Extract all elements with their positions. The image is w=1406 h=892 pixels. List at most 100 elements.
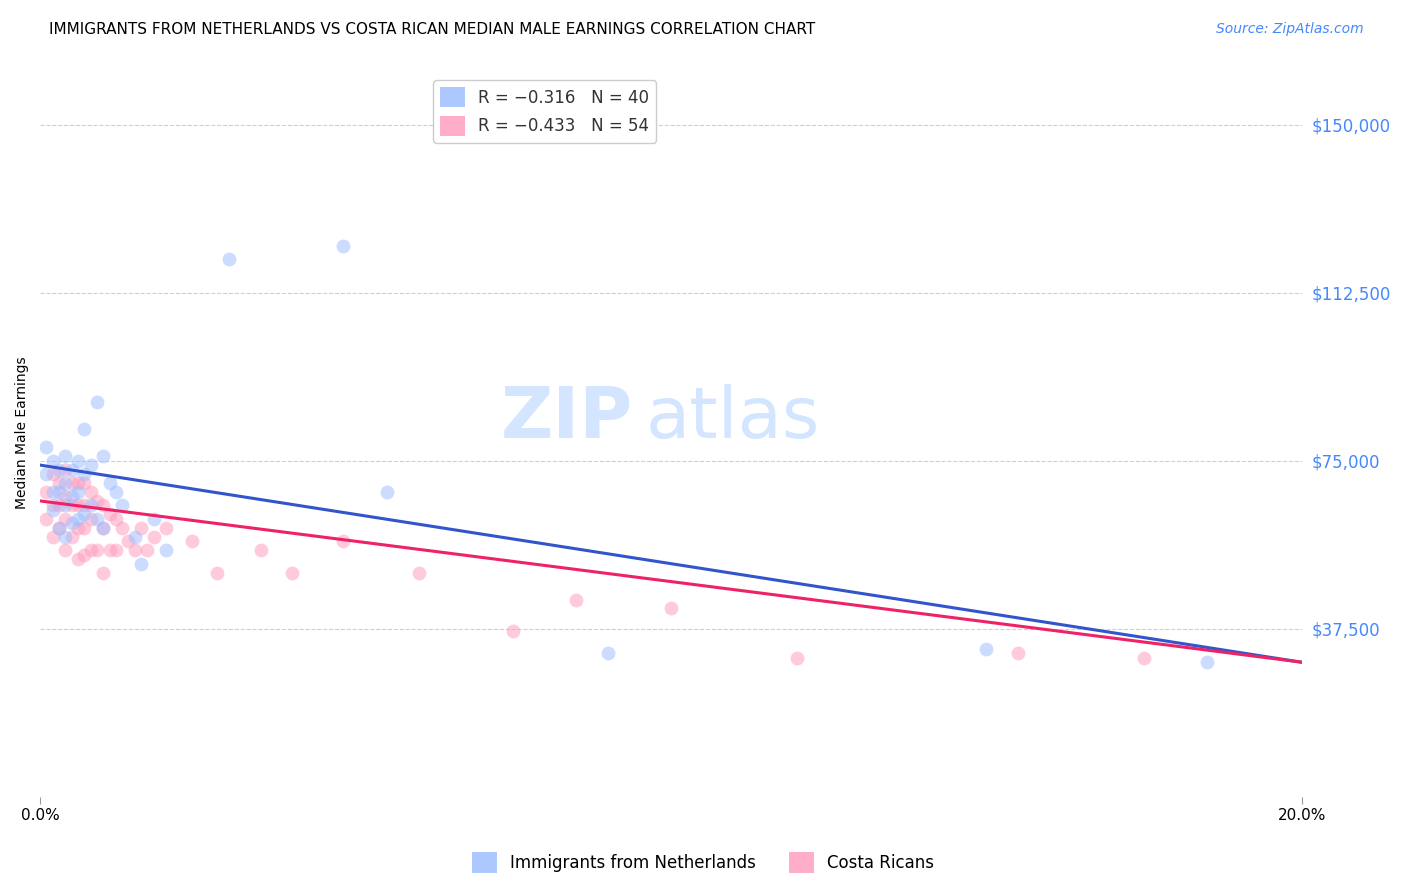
Point [250, 543, 273, 558]
Point [53, 499, 76, 513]
Point [60, 499, 83, 513]
Point [60, 462, 83, 476]
Point [60, 490, 83, 504]
Point [91, 521, 114, 535]
Point [48, 485, 70, 500]
Point [124, 530, 146, 544]
Point [35, 440, 58, 454]
Point [91, 566, 114, 580]
Point [111, 521, 134, 535]
Point [66, 453, 89, 467]
Text: ZIP: ZIP [501, 384, 633, 452]
Point [1133, 650, 1156, 665]
Point [104, 543, 127, 558]
Point [73, 521, 96, 535]
Point [53, 512, 76, 526]
Point [332, 238, 354, 252]
Point [129, 557, 152, 571]
Point [375, 485, 398, 500]
Point [48, 499, 70, 513]
Point [79, 512, 101, 526]
Point [86, 494, 108, 508]
Point [218, 252, 240, 266]
Point [53, 462, 76, 476]
Point [73, 467, 96, 481]
Point [976, 641, 998, 656]
Point [53, 475, 76, 490]
Point [48, 475, 70, 490]
Point [281, 566, 304, 580]
Point [66, 521, 89, 535]
Point [502, 624, 524, 638]
Point [73, 508, 96, 522]
Point [60, 475, 83, 490]
Legend: R = −0.316   N = 40, R = −0.433   N = 54: R = −0.316 N = 40, R = −0.433 N = 54 [433, 80, 657, 143]
Point [117, 534, 139, 549]
Y-axis label: Median Male Earnings: Median Male Earnings [15, 356, 30, 509]
Point [104, 485, 127, 500]
Point [42, 485, 65, 500]
Point [42, 530, 65, 544]
Point [86, 543, 108, 558]
Point [180, 534, 202, 549]
Point [73, 499, 96, 513]
Point [73, 422, 96, 436]
Point [408, 566, 430, 580]
Point [142, 512, 165, 526]
Point [53, 449, 76, 463]
Point [79, 458, 101, 472]
Text: atlas: atlas [645, 384, 820, 452]
Point [786, 650, 808, 665]
Point [42, 453, 65, 467]
Point [73, 475, 96, 490]
Point [86, 395, 108, 409]
Point [91, 449, 114, 463]
Point [79, 485, 101, 500]
Point [53, 543, 76, 558]
Point [659, 601, 682, 615]
Point [86, 512, 108, 526]
Point [66, 475, 89, 490]
Point [142, 530, 165, 544]
Point [124, 543, 146, 558]
Point [42, 503, 65, 517]
Point [104, 512, 127, 526]
Point [66, 552, 89, 566]
Point [42, 499, 65, 513]
Point [53, 490, 76, 504]
Point [35, 485, 58, 500]
Text: IMMIGRANTS FROM NETHERLANDS VS COSTA RICAN MEDIAN MALE EARNINGS CORRELATION CHAR: IMMIGRANTS FROM NETHERLANDS VS COSTA RIC… [49, 22, 815, 37]
Text: Source: ZipAtlas.com: Source: ZipAtlas.com [1216, 22, 1364, 37]
Point [53, 530, 76, 544]
Point [48, 462, 70, 476]
Point [60, 530, 83, 544]
Point [332, 534, 354, 549]
Point [1197, 655, 1219, 669]
Point [91, 499, 114, 513]
Point [565, 592, 588, 607]
Point [48, 521, 70, 535]
Point [79, 499, 101, 513]
Point [155, 521, 177, 535]
Point [73, 548, 96, 562]
Point [66, 485, 89, 500]
Point [60, 516, 83, 531]
Point [42, 467, 65, 481]
Point [35, 467, 58, 481]
Point [98, 475, 121, 490]
Point [91, 521, 114, 535]
Point [155, 543, 177, 558]
Point [111, 499, 134, 513]
Legend: Immigrants from Netherlands, Costa Ricans: Immigrants from Netherlands, Costa Rican… [465, 846, 941, 880]
Point [66, 499, 89, 513]
Point [35, 512, 58, 526]
Point [129, 521, 152, 535]
Point [66, 512, 89, 526]
Point [1007, 646, 1029, 660]
Point [79, 543, 101, 558]
Point [136, 543, 159, 558]
Point [98, 543, 121, 558]
Point [98, 508, 121, 522]
Point [48, 521, 70, 535]
Point [596, 646, 619, 660]
